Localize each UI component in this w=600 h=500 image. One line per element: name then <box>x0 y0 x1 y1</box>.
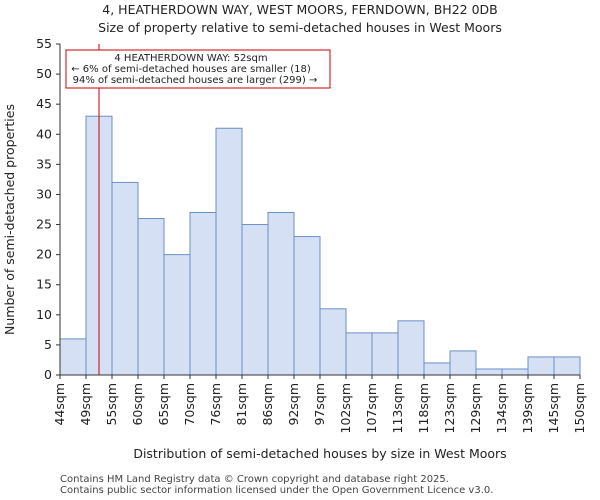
x-tick-label: 123sqm <box>442 383 457 433</box>
x-tick-label: 118sqm <box>416 383 431 433</box>
y-tick-label: 45 <box>36 96 52 111</box>
bar <box>371 332 399 376</box>
bar <box>163 254 191 376</box>
x-tick-label: 55sqm <box>104 383 119 426</box>
x-tick-label: 129sqm <box>468 383 483 433</box>
footer-licence: Contains public sector information licen… <box>60 485 494 496</box>
bar <box>137 218 165 376</box>
chart-title-line1: 4, HEATHERDOWN WAY, WEST MOORS, FERNDOWN… <box>102 2 498 17</box>
annotation-line3: 94% of semi-detached houses are larger (… <box>73 75 318 86</box>
x-tick-label: 76sqm <box>208 383 223 426</box>
y-tick-label: 0 <box>44 367 52 382</box>
y-tick-label: 20 <box>36 247 52 262</box>
annotation-box <box>65 49 331 89</box>
x-tick-label: 97sqm <box>312 383 327 426</box>
x-tick-label: 92sqm <box>286 383 301 426</box>
y-tick-label: 35 <box>36 156 52 171</box>
x-tick-label: 81sqm <box>234 383 249 426</box>
y-tick-label: 5 <box>44 337 52 352</box>
x-tick-label: 113sqm <box>390 383 405 433</box>
y-tick-label: 15 <box>36 277 52 292</box>
bar <box>215 127 243 376</box>
y-tick-label: 25 <box>36 217 52 232</box>
bar-chart: 0 5 10 15 20 25 30 35 40 45 50 55 44sqm 49sqm 55sqm 60s… <box>2 36 587 461</box>
x-tick-label: 134sqm <box>494 383 509 433</box>
y-tick-label: 55 <box>36 36 52 51</box>
bar <box>553 356 581 376</box>
x-tick-label: 139sqm <box>520 383 535 433</box>
bar <box>111 181 139 376</box>
annotation-line1: 4 HEATHERDOWN WAY: 52sqm <box>114 53 267 64</box>
x-tick-label: 65sqm <box>156 383 171 426</box>
y-tick-label: 10 <box>36 307 52 322</box>
bar <box>59 338 87 376</box>
bar <box>423 362 451 376</box>
bar <box>527 356 555 376</box>
chart-title-line2: Size of property relative to semi-detach… <box>98 20 502 35</box>
x-axis-title: Distribution of semi-detached houses by … <box>133 446 506 461</box>
bar <box>189 212 217 376</box>
bar <box>449 350 477 376</box>
y-axis-title: Number of semi-detached properties <box>2 104 17 335</box>
bar <box>319 308 347 376</box>
footer-copyright: Contains HM Land Registry data © Crown c… <box>60 474 449 485</box>
x-tick-label: 86sqm <box>260 383 275 426</box>
y-tick-label: 30 <box>36 186 52 201</box>
x-tick-label: 44sqm <box>52 383 67 426</box>
bar <box>501 368 529 376</box>
bar <box>241 224 269 376</box>
x-tick-label: 49sqm <box>78 383 93 426</box>
bar <box>397 320 425 376</box>
bar <box>267 212 295 376</box>
bar <box>293 236 321 376</box>
x-tick-label: 150sqm <box>572 383 587 433</box>
x-tick-label: 102sqm <box>338 383 353 433</box>
x-tick-label: 70sqm <box>182 383 197 426</box>
y-tick-label: 50 <box>36 66 52 81</box>
bar <box>475 368 503 376</box>
x-tick-label: 60sqm <box>130 383 145 426</box>
x-tick-label: 107sqm <box>364 383 379 433</box>
annotation-line2: ← 6% of semi-detached houses are smaller… <box>71 64 311 75</box>
y-tick-label: 40 <box>36 126 52 141</box>
bar <box>345 332 373 376</box>
x-tick-label: 145sqm <box>546 383 561 433</box>
